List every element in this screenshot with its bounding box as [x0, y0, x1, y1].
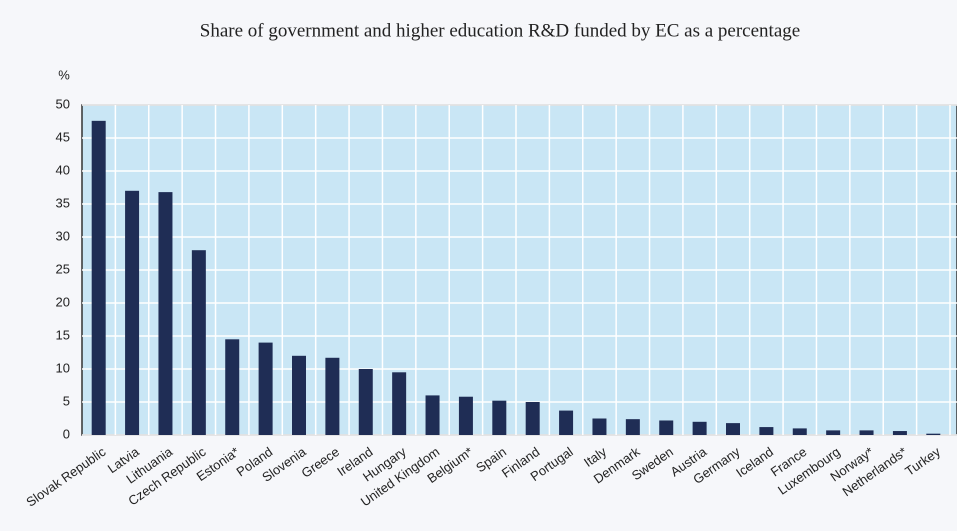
bar	[826, 430, 841, 435]
bar	[525, 402, 540, 435]
bar	[592, 418, 607, 435]
bar	[91, 120, 106, 435]
bar	[392, 372, 407, 435]
bar	[492, 400, 507, 435]
y-tick-label: 30	[56, 228, 70, 243]
y-tick-label: 10	[56, 360, 70, 375]
y-tick-label: 40	[56, 162, 70, 177]
y-tick-label: 25	[56, 261, 70, 276]
bar	[726, 423, 740, 435]
bar	[158, 192, 173, 435]
y-axis-label: %	[58, 67, 70, 82]
bar	[125, 190, 140, 435]
bar	[325, 357, 340, 435]
bar	[759, 427, 774, 435]
bar	[792, 428, 807, 435]
y-tick-label: 15	[56, 327, 70, 342]
x-tick-label: Slovak Republic	[23, 444, 108, 510]
x-tick-label: Greece	[299, 444, 343, 481]
y-tick-label: 20	[56, 294, 70, 309]
bar	[225, 339, 240, 435]
bar	[425, 395, 440, 435]
chart-title: Share of government and higher education…	[200, 20, 800, 41]
bar	[358, 369, 373, 435]
bar	[191, 250, 206, 435]
bar	[926, 433, 941, 435]
bar	[892, 431, 907, 435]
bar	[258, 342, 273, 435]
bar	[458, 396, 473, 435]
bar	[659, 420, 674, 435]
y-tick-label: 50	[56, 96, 70, 111]
bar	[292, 355, 306, 435]
x-tick-label: Iceland	[733, 444, 776, 480]
bar	[859, 430, 874, 435]
y-tick-label: 45	[56, 129, 70, 144]
bar	[692, 421, 707, 435]
bar	[625, 419, 640, 435]
y-tick-label: 0	[63, 426, 70, 441]
y-tick-label: 5	[63, 393, 70, 408]
x-tick-label: Turkey	[902, 444, 943, 479]
bar	[559, 410, 574, 435]
y-tick-label: 35	[56, 195, 70, 210]
